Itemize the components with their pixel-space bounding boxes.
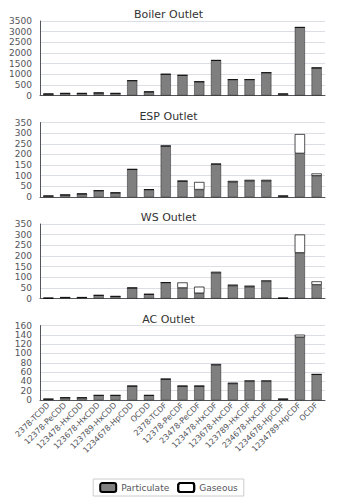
svg-text:50: 50 — [21, 283, 33, 293]
svg-text:150: 150 — [15, 160, 32, 170]
svg-text:123478-HxCDF: 123478-HxCDF — [170, 400, 220, 450]
svg-text:WS Outlet: WS Outlet — [141, 211, 197, 224]
svg-text:1234678-HpCDD: 1234678-HpCDD — [81, 401, 135, 455]
svg-text:20: 20 — [21, 386, 33, 396]
svg-text:23478-PeCDF: 23478-PeCDF — [157, 400, 203, 446]
svg-text:Gaseous: Gaseous — [199, 483, 238, 493]
svg-text:123789-HxCDD: 123789-HxCDD — [68, 400, 119, 451]
svg-text:500: 500 — [15, 80, 32, 90]
svg-text:0: 0 — [26, 395, 32, 405]
svg-text:123678-HxCDD: 123678-HxCDD — [51, 400, 102, 451]
svg-text:12378-PeCDF: 12378-PeCDF — [141, 400, 186, 446]
svg-text:300: 300 — [15, 128, 32, 138]
svg-text:123789-HxCDF: 123789-HxCDF — [203, 400, 253, 450]
svg-text:100: 100 — [15, 348, 32, 358]
svg-text:40: 40 — [21, 376, 33, 386]
svg-text:50: 50 — [21, 181, 33, 191]
svg-text:300: 300 — [15, 230, 32, 240]
svg-text:140: 140 — [15, 330, 32, 340]
svg-text:100: 100 — [15, 171, 32, 181]
svg-text:1234789-HpCDF: 1234789-HpCDF — [250, 401, 303, 454]
svg-text:2378-TCDD: 2378-TCDD — [13, 400, 52, 439]
svg-text:123478-HxCDD: 123478-HxCDD — [34, 400, 86, 451]
svg-text:3000: 3000 — [9, 27, 32, 37]
svg-text:Boiler Outlet: Boiler Outlet — [134, 8, 204, 21]
svg-text:2500: 2500 — [9, 37, 32, 47]
svg-text:1234678-HpCDF: 1234678-HpCDF — [233, 400, 287, 454]
svg-text:0: 0 — [26, 91, 32, 101]
svg-text:OCDD: OCDD — [128, 400, 153, 425]
svg-text:12378-PeCDD: 12378-PeCDD — [22, 400, 69, 447]
svg-text:200: 200 — [15, 251, 32, 261]
svg-text:2000: 2000 — [9, 48, 32, 58]
svg-text:120: 120 — [15, 339, 32, 349]
svg-text:200: 200 — [15, 149, 32, 159]
svg-text:160: 160 — [15, 321, 32, 331]
svg-text:80: 80 — [21, 358, 33, 368]
svg-text:350: 350 — [15, 219, 32, 229]
svg-text:3500: 3500 — [9, 16, 32, 26]
svg-text:OCDF: OCDF — [297, 401, 320, 424]
svg-text:AC Outlet: AC Outlet — [142, 313, 195, 326]
svg-text:1000: 1000 — [9, 69, 32, 79]
svg-text:0: 0 — [26, 192, 32, 202]
svg-text:123678-HxCDF: 123678-HxCDF — [186, 400, 236, 450]
svg-text:Particulate: Particulate — [121, 483, 169, 493]
svg-text:1500: 1500 — [9, 59, 32, 69]
svg-text:100: 100 — [15, 272, 32, 282]
svg-text:350: 350 — [15, 118, 32, 128]
svg-text:ESP Outlet: ESP Outlet — [139, 110, 198, 123]
svg-text:0: 0 — [26, 294, 32, 304]
svg-text:2378-TCDF: 2378-TCDF — [132, 400, 169, 438]
svg-text:150: 150 — [15, 262, 32, 272]
svg-text:250: 250 — [15, 240, 32, 250]
svg-text:60: 60 — [21, 367, 33, 377]
svg-text:250: 250 — [15, 139, 32, 149]
svg-text:234678-HxCDF: 234678-HxCDF — [220, 400, 270, 450]
